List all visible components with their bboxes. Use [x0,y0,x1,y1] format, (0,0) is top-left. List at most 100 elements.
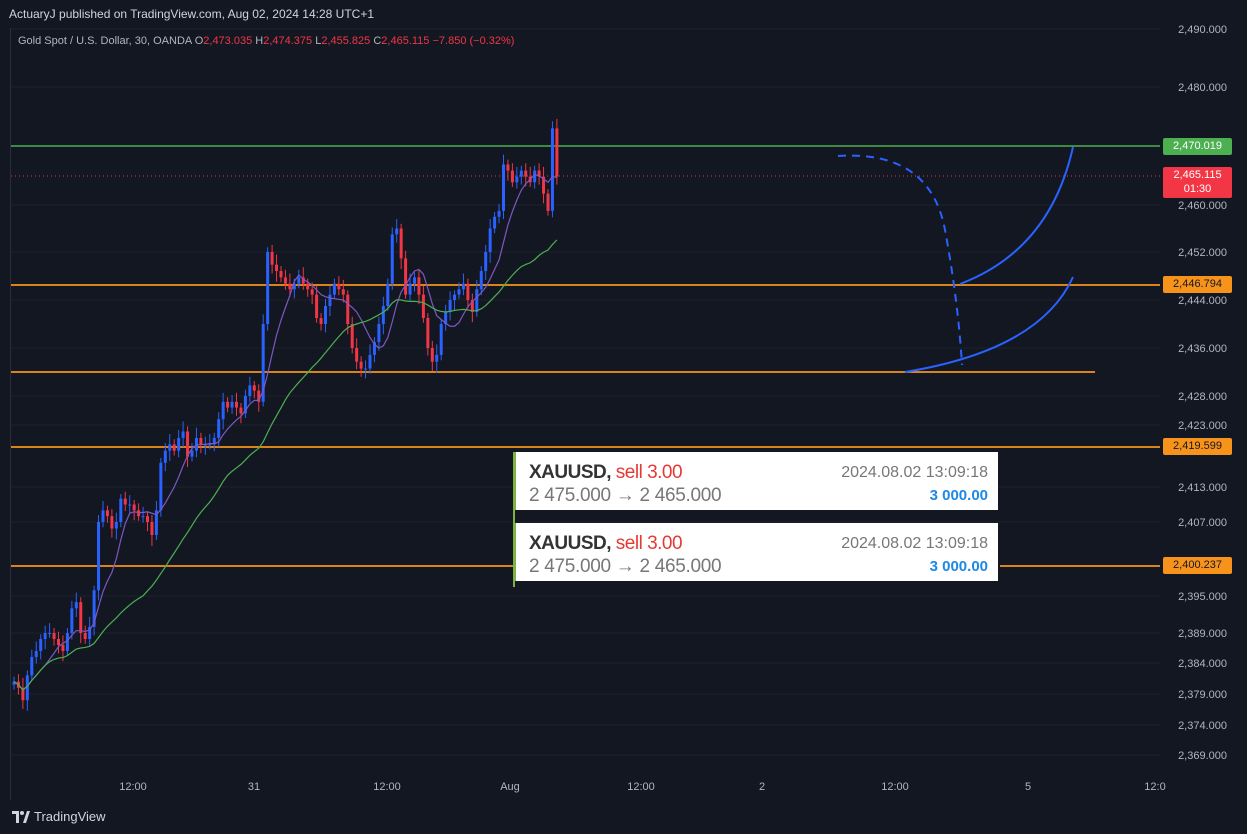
trade-prices: 2 475.000 → 2 465.000 [529,556,722,577]
y-tick-label: 2,384.000 [1178,658,1227,670]
price-label-support-1-text: 2,446.794 [1173,278,1222,290]
tradingview-logo[interactable]: TradingView [12,809,106,824]
candle-body [48,633,52,634]
candle-body [261,324,265,402]
candle-body [39,639,43,651]
candle-body [74,602,78,609]
candle-body [546,193,550,211]
candle-body [355,348,359,362]
x-tick-label: 12:0 [1144,781,1165,793]
bottom-bar: TradingView [0,800,1247,834]
legend-open: 2,473.035 [203,35,253,47]
candle-body [212,437,216,445]
candle-body [533,170,537,183]
candle-body [154,510,158,536]
trade-symbol-line: XAUUSD, sell 3.00 [529,533,683,554]
candle-body [239,407,243,414]
candle-body [550,128,554,211]
projected-drop-path [837,154,963,366]
x-tick-label: Aug [500,781,520,793]
candle-body [181,431,185,438]
candle-body [283,277,287,284]
y-tick-label: 2,407.000 [1178,517,1227,529]
y-tick-label: 2,444.000 [1178,295,1227,307]
y-tick-label: 2,480.000 [1178,82,1227,94]
candle-body [208,444,212,446]
candle-body [493,216,497,229]
trade-side: sell 3.00 [615,533,683,554]
candle-body [141,516,145,518]
candle-body [30,657,34,676]
candle-body [542,176,546,194]
candle-body [105,510,109,517]
y-tick-label: 2,379.000 [1178,689,1227,701]
candle-body [61,645,65,651]
candle-body [123,498,127,505]
y-tick-label: 2,428.000 [1178,391,1227,403]
brand-name: TradingView [34,809,106,824]
price-label-support-3: 2,400.237 [1163,557,1232,574]
trade-box-1: XAUUSD, sell 3.00 2 475.000 → 2 465.000 … [513,452,998,510]
candle-body [372,342,376,355]
candle-body [368,354,372,369]
chart-panel[interactable] [10,28,1237,800]
candle-body [466,283,470,300]
candle-body [275,264,279,272]
trade-profit: 3 000.00 [929,487,988,504]
y-tick-label: 2,423.000 [1178,420,1227,432]
candle-body [328,294,332,306]
candle-body [310,289,314,295]
candle-body [159,462,163,511]
candle-body [301,277,305,284]
x-tick-label: 31 [248,781,260,793]
candle-body [25,675,29,701]
candle-body [288,283,292,290]
top-bar: ActuaryJ published on TradingView.com, A… [0,0,1247,28]
symbol-legend: Gold Spot / U.S. Dollar, 30, OANDA O2,47… [18,35,514,47]
candle-body [341,289,345,295]
candle-body [524,170,528,177]
candle-body [221,401,225,420]
candle-body [137,510,141,517]
price-label-support-2-text: 2,419.599 [1173,440,1222,452]
candle-body [475,289,479,312]
candle-body [306,283,310,290]
candle-body [479,271,483,290]
candle-body [457,289,461,295]
candle-body [390,234,394,284]
candle-body [386,283,390,306]
candle-body [319,318,323,324]
legend-low-key: L [315,35,322,47]
candle-body [395,228,399,235]
candle-body [413,277,416,284]
trade-time: 2024.08.02 13:09:18 [841,535,988,552]
candle-body [555,128,559,177]
y-tick-label: 2,395.000 [1178,591,1227,603]
trade-box-accent [513,452,516,510]
candle-body [421,294,425,318]
candle-body [190,450,194,457]
price-label-support-2: 2,419.599 [1163,438,1232,455]
price-label-resistance: 2,470.019 [1163,138,1232,155]
trade-prices: 2 475.000 → 2 465.000 [529,485,722,506]
candle-body [257,390,261,402]
candle-body [488,228,492,252]
legend-close-key: C [373,35,382,47]
candle-body [510,170,514,183]
trade-symbol: XAUUSD [529,462,607,483]
legend-high-key: H [255,35,264,47]
x-tick-label: 5 [1025,781,1031,793]
projected-rebound-path [959,146,1074,285]
y-tick-label: 2,460.000 [1178,200,1227,212]
trade-side: sell 3.00 [615,462,683,483]
y-tick-label: 2,490.000 [1178,24,1227,36]
candle-body [444,312,448,324]
candle-body [34,651,38,657]
candle-body [381,306,385,324]
tradingview-icon [12,810,30,823]
candle-body [65,633,69,651]
countdown-text: 01:30 [1183,183,1212,195]
candle-body [502,164,505,211]
y-tick-label: 2,413.000 [1178,482,1227,494]
